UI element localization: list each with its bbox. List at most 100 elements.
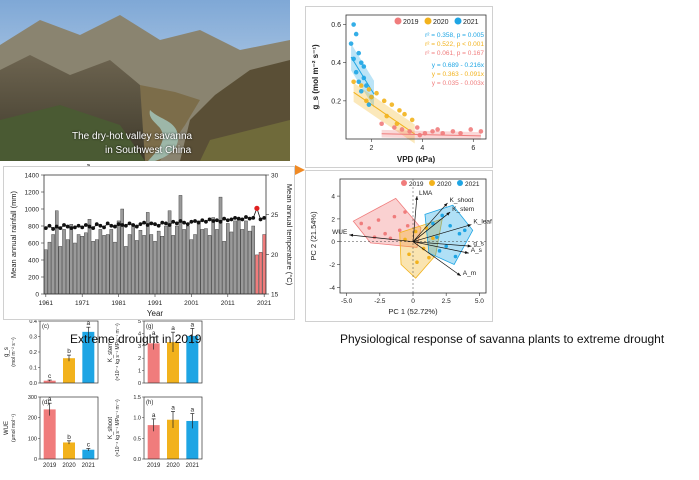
scatter-point-2019 bbox=[414, 125, 420, 130]
y-tick-label: 200 bbox=[28, 275, 39, 282]
temperature-point bbox=[54, 224, 59, 229]
loading-arrowhead bbox=[415, 196, 419, 200]
y-tick-label: 0 bbox=[331, 239, 335, 246]
temperature-point bbox=[167, 223, 172, 227]
scatter-point-2021 bbox=[356, 50, 362, 56]
rainfall-bar bbox=[182, 229, 186, 295]
trait-bar bbox=[63, 442, 75, 459]
rainfall-bar bbox=[87, 219, 92, 295]
loading-arrow bbox=[412, 202, 448, 242]
loading-label: LMA bbox=[419, 190, 433, 197]
scatter-point-2019 bbox=[468, 127, 474, 132]
legend-label: 2021 bbox=[463, 19, 479, 26]
panel-tag: (h) bbox=[146, 400, 153, 406]
pca-point-2021 bbox=[435, 235, 439, 239]
rainfall-bar bbox=[204, 228, 208, 295]
rainfall-bar bbox=[44, 249, 48, 295]
y-tick-label: 0.4 bbox=[331, 60, 341, 67]
significance-letter: a bbox=[87, 320, 91, 327]
significance-letter: a bbox=[171, 325, 175, 332]
rainfall-bar bbox=[211, 217, 215, 295]
pca-point-2020 bbox=[431, 236, 435, 241]
temperature-point bbox=[51, 227, 55, 231]
temperature-point bbox=[164, 221, 168, 226]
rainfall-bar bbox=[73, 242, 77, 295]
temperature-point bbox=[87, 224, 92, 229]
panel-ylabel: WUE bbox=[4, 421, 10, 435]
pca-point-2020 bbox=[415, 260, 419, 265]
scatter-point-2021 bbox=[351, 56, 356, 62]
temperature-point bbox=[251, 215, 256, 220]
y-tick-label: 0 bbox=[138, 381, 141, 387]
y-tick-label: 600 bbox=[28, 241, 39, 248]
y-tick-label: 1.0 bbox=[133, 416, 141, 422]
rainfall-bar bbox=[226, 223, 230, 295]
x-tick-label: 6 bbox=[471, 145, 475, 152]
x-axis-label: Year bbox=[147, 309, 164, 318]
rainfall-bar bbox=[218, 196, 223, 295]
y-axis-label: PC 2 (21.54%) bbox=[309, 211, 318, 261]
temperature-point bbox=[262, 215, 267, 220]
loading-arrow bbox=[349, 234, 414, 243]
temperature-point bbox=[182, 220, 187, 225]
panel-ylabel: K_shoot bbox=[108, 417, 114, 439]
loading-arrowhead bbox=[464, 250, 469, 254]
temperature-point bbox=[134, 224, 139, 229]
legend-label: 2019 bbox=[403, 19, 419, 26]
arrow-right-icon bbox=[293, 163, 307, 177]
y-tick-label: 2 bbox=[138, 356, 141, 362]
significance-letter: a bbox=[171, 404, 175, 411]
temperature-point bbox=[94, 222, 99, 227]
x-tick-label: 2020 bbox=[62, 463, 76, 469]
y2-tick-label: 25 bbox=[271, 212, 279, 219]
y-tick-label: 0.6 bbox=[331, 22, 341, 29]
rainfall-bar bbox=[116, 220, 121, 295]
y-tick-label: 0 bbox=[35, 292, 39, 299]
pca-point-2021 bbox=[453, 254, 458, 259]
rainfall-bar bbox=[175, 225, 179, 295]
gs-vpd-scatter-chart: 2 4 6 0.2 0.4 0.6 VPD (kPa) g_s (mol m⁻² s⁻¹) 20… bbox=[305, 6, 493, 168]
y-tick-label: 800 bbox=[28, 224, 39, 231]
caption-left: Extreme drought in 2019 bbox=[70, 332, 202, 346]
y-tick-label: 1 bbox=[138, 369, 141, 375]
scatter-point-2019 bbox=[458, 130, 463, 136]
rainfall-bar bbox=[47, 241, 52, 295]
trait-bar bbox=[63, 358, 75, 383]
x-tick-label: 2019 bbox=[43, 463, 57, 469]
y2-tick-label: 15 bbox=[271, 292, 279, 299]
scatter-point-2020 bbox=[374, 90, 379, 96]
pca-point-2021 bbox=[440, 213, 444, 218]
temperature-point bbox=[69, 226, 74, 231]
x-axis-label: PC 1 (52.72%) bbox=[388, 307, 438, 316]
temperature-point bbox=[185, 222, 190, 227]
temperature-point bbox=[83, 223, 88, 227]
pca-point-2021 bbox=[437, 249, 442, 253]
temperature-point bbox=[113, 224, 117, 229]
significance-letter: a bbox=[152, 330, 156, 337]
panel-tag: (g) bbox=[146, 324, 153, 330]
pca-point-2020 bbox=[421, 246, 426, 251]
scatter-point-2019 bbox=[379, 121, 384, 127]
trait-bar bbox=[82, 449, 95, 459]
x-tick-label: 1971 bbox=[75, 300, 90, 307]
temperature-point bbox=[91, 226, 96, 231]
rainfall-bar bbox=[149, 234, 154, 295]
y-tick-label: 0.4 bbox=[29, 319, 37, 325]
legend-marker-2020 bbox=[424, 17, 432, 25]
rainfall-bar bbox=[124, 246, 128, 295]
rainfall-bar bbox=[127, 234, 132, 295]
temperature-point bbox=[236, 216, 241, 221]
panel-unit: (μmol mol⁻¹) bbox=[11, 414, 17, 442]
scatter-point-2020 bbox=[402, 111, 407, 117]
x-tick-label: 2019 bbox=[147, 463, 161, 469]
loading-label: A_s bbox=[471, 247, 483, 254]
y-tick-label: 4 bbox=[331, 194, 335, 201]
y2-axis-label: Mean annual temperature (°C) bbox=[285, 184, 294, 286]
temperature-point bbox=[62, 223, 66, 227]
scatter-point-2019 bbox=[478, 129, 484, 134]
temperature-point bbox=[105, 221, 110, 226]
loading-label: K_stem bbox=[452, 206, 474, 213]
y-tick-label: 0.2 bbox=[29, 350, 37, 356]
x-tick-label: 2.5 bbox=[442, 298, 451, 305]
caption-right: Physiological response of savanna plants… bbox=[340, 332, 665, 346]
